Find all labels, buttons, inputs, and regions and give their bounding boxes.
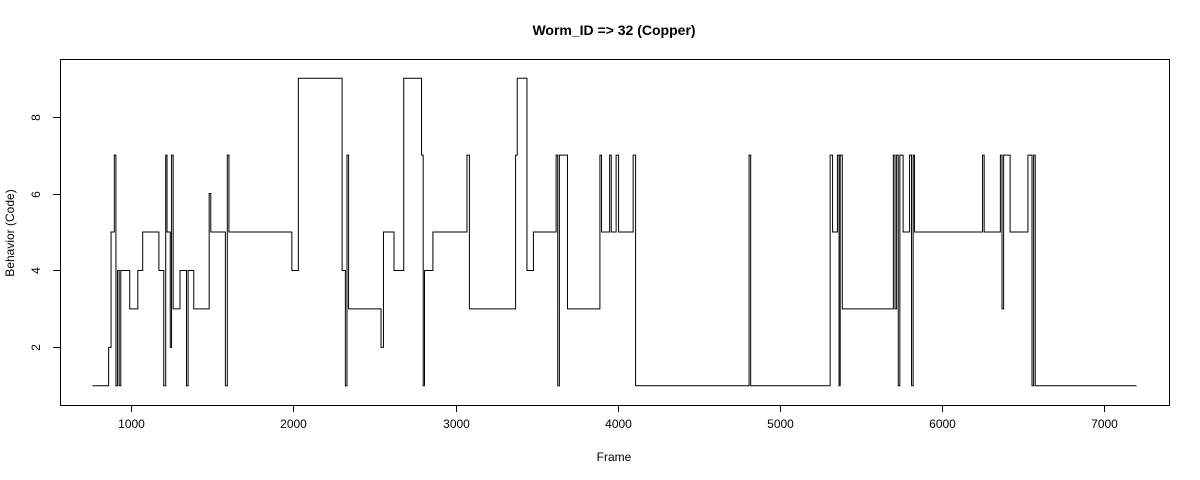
x-tick-label: 7000 [1091, 417, 1118, 431]
y-tick-label: 8 [29, 114, 43, 121]
x-tick-label: 2000 [280, 417, 307, 431]
x-axis: 1000 2000 3000 4000 5000 6000 7000 [118, 405, 1118, 431]
y-axis-label: Behavior (Code) [3, 189, 17, 276]
series-line [92, 77, 1137, 387]
x-tick-label: 6000 [929, 417, 956, 431]
chart-title: Worm_ID => 32 (Copper) [532, 22, 695, 38]
y-tick-label: 2 [29, 344, 43, 351]
x-tick-label: 3000 [443, 417, 470, 431]
y-tick-label: 6 [29, 191, 43, 198]
x-tick-label: 4000 [605, 417, 632, 431]
y-tick-label: 4 [29, 267, 43, 274]
y-axis: 2 4 6 8 [29, 114, 61, 351]
x-tick-label: 5000 [767, 417, 794, 431]
x-tick-label: 1000 [118, 417, 145, 431]
series-group [92, 77, 1137, 387]
x-axis-label: Frame [597, 450, 632, 464]
